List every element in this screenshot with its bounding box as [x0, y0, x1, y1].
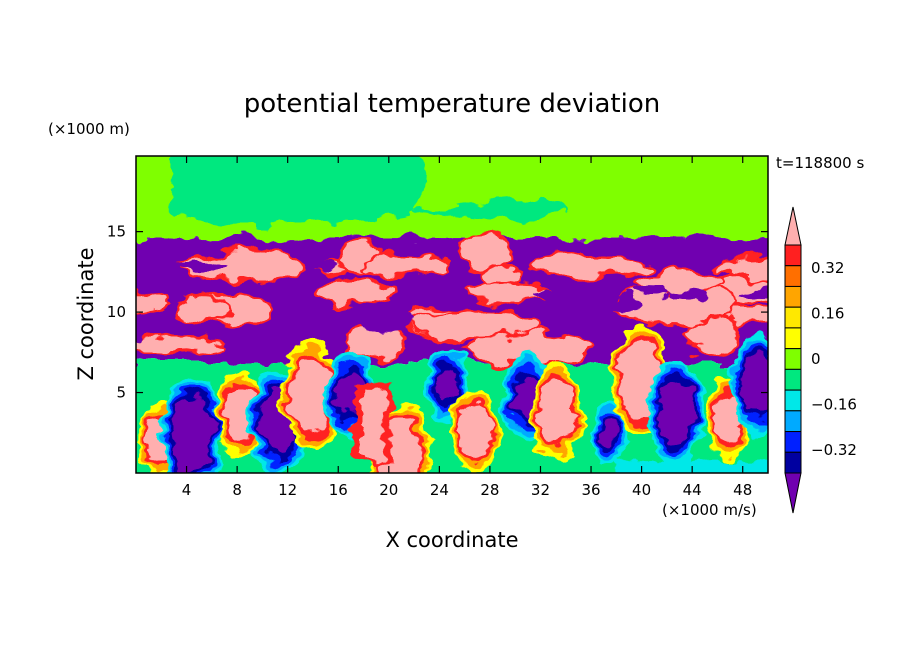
colorbar-segment [784, 410, 802, 433]
heatmap-field [136, 156, 768, 473]
x-tick-label: 8 [232, 481, 242, 499]
colorbar-extend-min [784, 472, 802, 514]
colorbar-segment [784, 244, 802, 267]
x-axis: 4 8 12 16 20 24 28 32 36 40 44 48 [182, 156, 752, 499]
colorbar-tick-label: 0.16 [811, 304, 844, 322]
colorbar-segment [784, 285, 802, 308]
colorbar-segment [784, 431, 802, 453]
y-axis: 5 10 15 [107, 223, 768, 402]
y-unit-label: (×1000 m) [48, 120, 130, 138]
colorbar-segment [784, 306, 802, 329]
x-unit-label: (×1000 m/s) [662, 501, 757, 519]
x-tick-label: 36 [581, 481, 600, 499]
colorbar-segment [784, 451, 802, 474]
plot-frame [135, 155, 769, 474]
y-tick-label: 15 [107, 223, 126, 241]
x-tick-label: 44 [683, 481, 702, 499]
colorbar-segment [784, 327, 802, 350]
colorbar-tick-label: 0 [811, 350, 821, 368]
x-tick-label: 40 [632, 481, 651, 499]
time-label: t=118800 s [776, 154, 864, 172]
colorbar-segment [784, 348, 802, 370]
chart-title: potential temperature deviation [244, 89, 660, 119]
colorbar: 0.32 0.16 0 −0.16 −0.32 [784, 206, 857, 514]
x-tick-label: 12 [278, 481, 297, 499]
x-axis-label: X coordinate [385, 528, 518, 552]
x-tick-label: 24 [430, 481, 449, 499]
colorbar-segment [784, 368, 802, 391]
x-tick-label: 48 [733, 481, 752, 499]
colorbar-tick-label: −0.16 [811, 396, 857, 414]
colorbar-tick-label: 0.32 [811, 259, 844, 277]
colorbar-tick-label: −0.32 [811, 441, 857, 459]
y-tick-label: 10 [107, 303, 126, 321]
x-tick-label: 4 [182, 481, 192, 499]
x-tick-label: 28 [480, 481, 499, 499]
colorbar-segment [784, 265, 802, 287]
x-tick-label: 32 [531, 481, 550, 499]
y-tick-label: 5 [116, 384, 126, 402]
x-tick-label: 20 [379, 481, 398, 499]
colorbar-extend-max [784, 206, 802, 246]
colorbar-segment [784, 389, 802, 412]
x-tick-label: 16 [329, 481, 348, 499]
y-axis-label: Z coordinate [74, 247, 98, 380]
